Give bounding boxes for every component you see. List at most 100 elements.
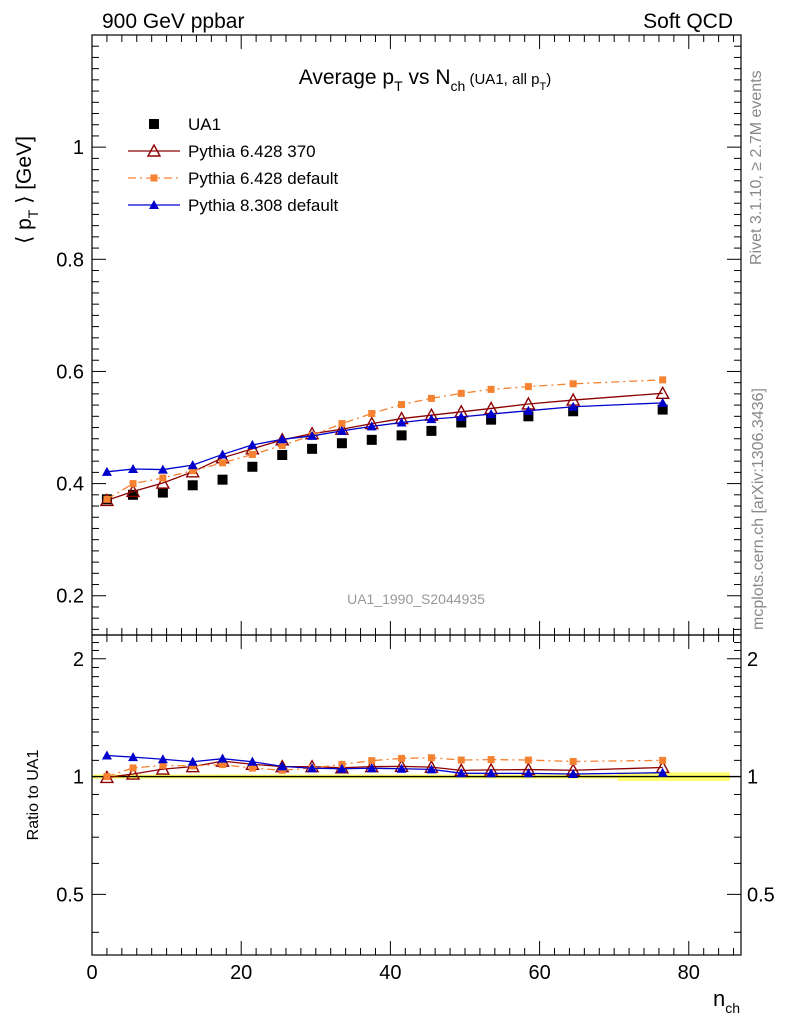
data-point <box>487 385 495 393</box>
data-point <box>217 474 228 485</box>
data-point <box>366 421 377 431</box>
data-point <box>101 466 112 476</box>
data-point <box>523 411 534 422</box>
header-left: 900 GeV ppbar <box>102 10 244 33</box>
data-point <box>568 406 579 417</box>
y-tick-label: 0.6 <box>56 361 84 383</box>
data-point <box>125 483 141 498</box>
ratio-point <box>157 754 168 764</box>
ratio-point <box>523 768 534 778</box>
ratio-point <box>487 756 495 764</box>
data-point <box>157 464 168 474</box>
legend-marker <box>149 200 159 209</box>
data-point <box>307 443 318 454</box>
ratio-point <box>248 764 256 772</box>
data-point <box>157 487 168 498</box>
legend-item: Pythia 8.308 default <box>128 196 339 215</box>
ratio-point <box>524 756 532 764</box>
series-line <box>106 402 663 473</box>
data-point <box>427 394 435 402</box>
data-point <box>128 464 139 474</box>
ratio-point <box>128 752 139 762</box>
ratio-point <box>659 756 667 764</box>
ratio-point <box>101 750 112 760</box>
data-point <box>398 401 406 409</box>
ratio-point <box>247 756 258 766</box>
data-point <box>426 425 437 436</box>
ratio-point <box>457 756 465 764</box>
ratio-y-tick-label-right: 0.5 <box>747 884 775 906</box>
data-point <box>187 460 198 470</box>
data-point <box>277 434 288 444</box>
legend-item: Pythia 6.428 370 <box>128 142 316 161</box>
ratio-point <box>125 766 141 780</box>
data-point <box>569 380 577 388</box>
data-point <box>336 438 347 449</box>
data-point <box>219 459 227 467</box>
y-tick-label: 1 <box>73 137 84 159</box>
data-point <box>187 480 198 491</box>
data-point <box>336 425 347 435</box>
ratio-point <box>217 753 228 763</box>
data-point <box>103 495 111 503</box>
y-tick-label: 0.4 <box>56 474 84 496</box>
x-axis-label: nch <box>713 986 740 1016</box>
ratio-point <box>277 761 288 771</box>
ratio-point <box>103 773 111 781</box>
data-point <box>396 430 407 441</box>
ratio-panel: 0 20 40 60 80 0.5 0.5 1 1 2 2 <box>56 634 775 984</box>
ratio-point <box>368 757 376 765</box>
legend-label: Pythia 8.308 default <box>188 196 339 215</box>
ratio-point <box>427 754 435 762</box>
data-point <box>657 404 668 415</box>
x-tick-label: 60 <box>528 962 550 984</box>
legend-label: Pythia 6.428 370 <box>188 142 316 161</box>
ratio-point <box>189 762 197 770</box>
analysis-id: UA1_1990_S2044935 <box>347 591 485 607</box>
data-point <box>129 480 137 488</box>
data-point <box>366 434 377 445</box>
data-point <box>217 449 228 459</box>
ratio-point <box>159 761 167 769</box>
x-tick-label: 20 <box>230 962 252 984</box>
ratio-point <box>336 763 347 773</box>
data-point <box>524 383 532 391</box>
legend-item: UA1 <box>149 115 221 134</box>
data-point <box>456 411 467 421</box>
data-point <box>368 410 376 418</box>
y-axis-label: ⟨ pT ⟩ [GeV] <box>13 136 41 244</box>
ratio-y-tick-label-right: 1 <box>747 767 758 789</box>
ratio-y-axis-label: Ratio to UA1 <box>25 750 42 841</box>
data-point <box>248 450 256 458</box>
ratio-point <box>307 763 318 773</box>
series-1 <box>99 385 670 507</box>
legend: UA1 Pythia 6.428 370 Pythia 6.428 default P… <box>128 115 339 215</box>
mcplots-label: mcplots.cern.ch [arXiv:1306.3436] <box>750 388 767 630</box>
ratio-y-tick-label: 2 <box>73 649 84 671</box>
main-panel: 0.2 0.4 0.6 0.8 1 <box>56 34 742 955</box>
data-point <box>155 475 171 489</box>
ratio-y-tick-label: 0.5 <box>56 884 84 906</box>
ratio-point <box>187 756 198 766</box>
data-point <box>396 417 407 427</box>
data-point <box>568 401 579 411</box>
legend-item: Pythia 6.428 default <box>128 169 339 188</box>
ratio-point <box>456 768 467 778</box>
data-point <box>277 450 288 460</box>
ratio-frame <box>91 634 742 956</box>
data-point <box>338 420 346 428</box>
data-point <box>655 385 670 400</box>
ratio-point <box>398 754 406 762</box>
ratio-y-tick-label: 1 <box>73 767 84 789</box>
series-line <box>106 379 663 500</box>
ratio-point <box>426 764 437 774</box>
ratio-point <box>657 767 668 777</box>
data-point <box>159 474 167 482</box>
data-point <box>426 414 437 424</box>
data-point <box>486 409 497 419</box>
ratio-point <box>396 763 407 773</box>
x-tick-label: 0 <box>86 962 97 984</box>
data-point <box>456 417 467 428</box>
chart-title: Average pT vs Nch (UA1, all pT) <box>299 66 552 94</box>
